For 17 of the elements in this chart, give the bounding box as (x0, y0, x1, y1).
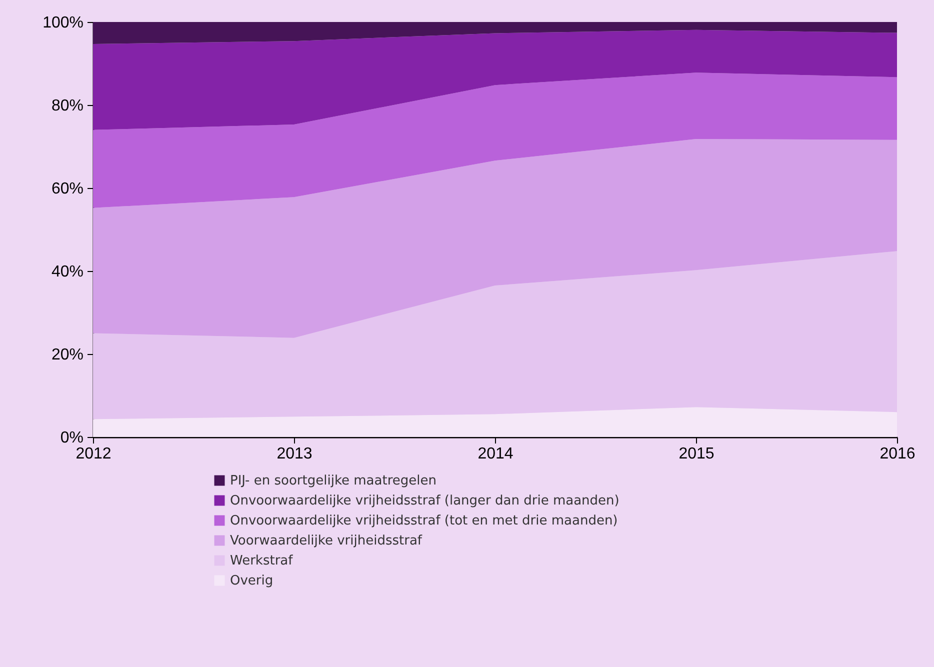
x-tick-label: 2015 (678, 446, 714, 462)
legend-label: Onvoorwaardelijke vrijheidsstraf (langer dan drie maanden) (230, 494, 620, 508)
x-tick-label: 2014 (478, 446, 514, 462)
legend-label: Voorwaardelijke vrijheidsstraf (230, 534, 422, 548)
x-tick-label: 2012 (76, 446, 112, 462)
y-tick-label: 80% (51, 98, 84, 114)
legend-label: Overig (230, 574, 274, 588)
y-tick-label: 100% (42, 14, 84, 32)
y-tick-label: 20% (51, 346, 84, 364)
y-tick-label: 0% (60, 430, 84, 446)
x-tick-label: 2016 (880, 446, 916, 462)
legend-label: PIJ- en soortgelijke maatregelen (230, 474, 436, 488)
y-tick-label: 40% (51, 264, 84, 280)
legend-label: Werkstraf (230, 554, 294, 568)
x-tick-label: 2013 (276, 446, 312, 462)
y-tick-label: 60% (51, 180, 84, 198)
legend-label: Onvoorwaardelijke vrijheidsstraf (tot en met drie maanden) (230, 514, 618, 528)
